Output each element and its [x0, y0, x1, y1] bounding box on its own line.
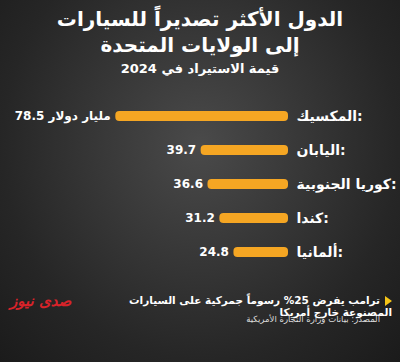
svg-text:24.8: 24.8: [199, 245, 229, 259]
html-text:صدى نيوز: صدى نيوز: [10, 292, 72, 310]
html-text:الدول الأكثر تصديراً للسيارات: الدول الأكثر تصديراً للسيارات إلى الولاي…: [56, 7, 344, 57]
svg-text:المكسيك:: المكسيك:: [297, 108, 363, 124]
svg-text:36.6: 36.6: [173, 177, 203, 191]
svg-text:ألمانيا:: ألمانيا:: [297, 243, 344, 260]
svg-text:78.5 مليار دولار: 78.5 مليار دولار: [15, 109, 111, 124]
svg-text:كندا:: كندا:: [297, 210, 329, 226]
svg-text:31.2: 31.2: [185, 211, 215, 225]
svg-text:اليابان:: اليابان:: [297, 142, 346, 158]
html-text:قيمة الاستيراد في 2024: قيمة الاستيراد في 2024: [120, 61, 280, 76]
svg-text:كوريا الجنوبية:: كوريا الجنوبية:: [297, 176, 397, 193]
html-text:المصدر: بيانات وزارة التجارة ا: المصدر: بيانات وزارة التجارة الأمريكية: [246, 314, 380, 324]
svg-text:39.7: 39.7: [167, 143, 197, 157]
html-text:ترامب يفرض 25% رسوماً جمركية ع: ترامب يفرض 25% رسوماً جمركية على السيارا…: [129, 294, 392, 318]
